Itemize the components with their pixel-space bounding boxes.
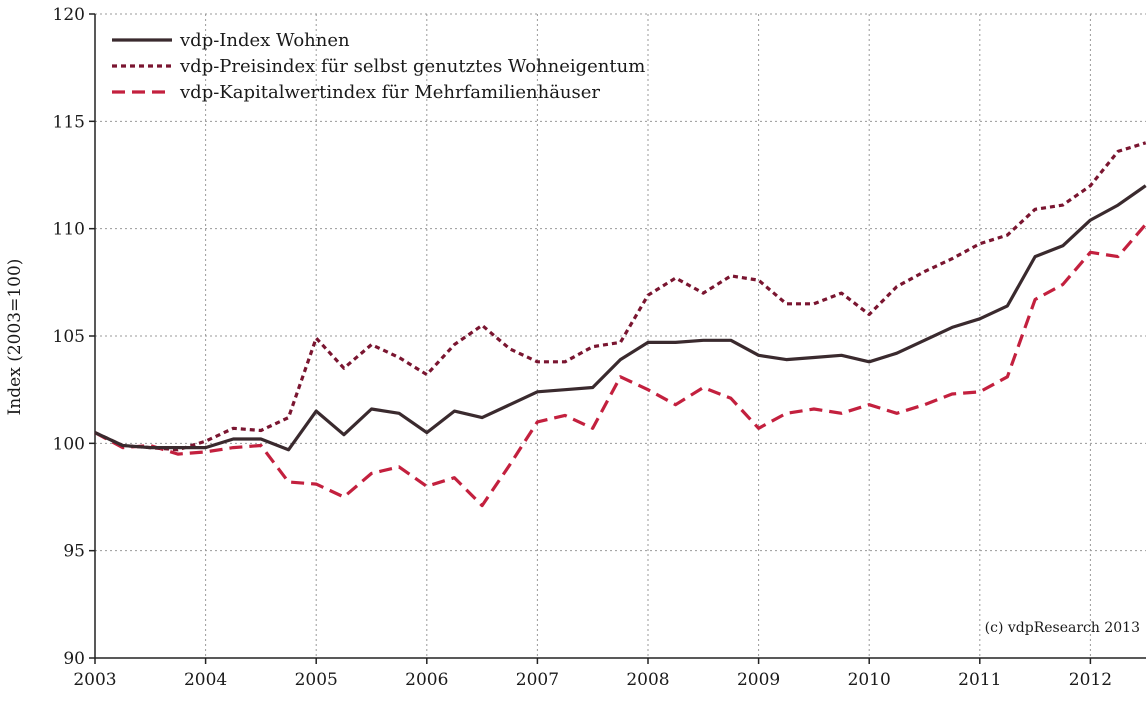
x-tick-label: 2004 [184, 670, 227, 690]
series-line-3 [94, 223, 1147, 508]
copyright-credit: (c) vdpResearch 2013 [985, 620, 1140, 636]
x-tick-label: 2007 [516, 670, 559, 690]
legend-entry-label: vdp-Kapitalwertindex für Mehrfamilienhäu… [179, 82, 600, 103]
x-tick-label: 2003 [73, 670, 116, 690]
x-tick-label: 2010 [848, 670, 891, 690]
axes [89, 13, 1146, 664]
x-tick-label: 2005 [295, 670, 338, 690]
x-tick-label: 2006 [405, 670, 448, 690]
y-axis-title: Index (2003=100) [5, 259, 25, 416]
x-tick-label: 2012 [1069, 670, 1112, 690]
y-tick-label: 120 [53, 5, 85, 25]
x-tick-label: 2011 [958, 670, 1001, 690]
y-tick-labels: 90 95 100 105 110 115 120 [53, 5, 85, 669]
series-line-1 [94, 184, 1147, 452]
series-line-2 [94, 141, 1147, 452]
legend-entry-label: vdp-Index Wohnen [179, 30, 350, 51]
y-tick-label: 110 [53, 220, 85, 240]
y-tick-label: 100 [53, 434, 85, 454]
y-tick-label: 115 [53, 112, 85, 132]
y-tick-label: 90 [63, 649, 85, 669]
y-tick-label: 95 [63, 542, 85, 562]
x-tick-labels: 2003 2004 2005 2006 2007 2008 2009 2010 2011 2012 [73, 670, 1112, 690]
x-tick-label: 2008 [626, 670, 669, 690]
legend-entry-label: vdp-Preisindex für selbst genutztes Wohn… [179, 56, 645, 77]
legend: vdp-Index Wohnen vdp-Preisindex für selbs… [112, 30, 645, 103]
y-tick-label: 105 [53, 327, 85, 347]
series-lines [94, 141, 1147, 508]
grid [95, 13, 1146, 658]
x-tick-label: 2009 [737, 670, 780, 690]
